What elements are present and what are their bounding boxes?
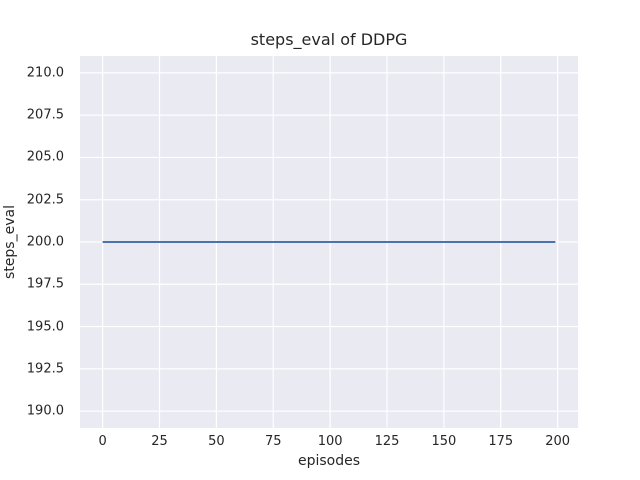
x-tick-label: 50 bbox=[208, 434, 225, 449]
x-tick-label: 0 bbox=[98, 434, 107, 449]
y-axis-label: steps_eval bbox=[2, 205, 18, 279]
y-tick-label: 210.0 bbox=[26, 65, 64, 81]
x-tick-label: 25 bbox=[151, 434, 168, 449]
x-tick-label: 175 bbox=[488, 434, 514, 449]
x-tick-label: 125 bbox=[374, 434, 400, 449]
y-tick-label: 202.5 bbox=[26, 192, 64, 208]
x-axis-ticks: 0 25 50 75 100 125 150 175 200 bbox=[80, 434, 578, 450]
x-axis-label: episodes bbox=[297, 453, 361, 469]
chart-title: steps_eval of DDPG bbox=[250, 30, 408, 49]
y-tick-label: 195.0 bbox=[26, 319, 64, 335]
y-tick-label: 192.5 bbox=[26, 361, 64, 377]
x-tick-label: 150 bbox=[431, 434, 457, 449]
y-tick-label: 200.0 bbox=[26, 234, 64, 250]
plot-area bbox=[80, 56, 578, 428]
x-tick-label: 75 bbox=[264, 434, 282, 449]
y-tick-label: 197.5 bbox=[26, 276, 64, 292]
x-tick-label: 100 bbox=[317, 434, 343, 449]
y-tick-label: 207.5 bbox=[26, 107, 64, 123]
y-tick-label: 205.0 bbox=[26, 149, 64, 165]
y-tick-label: 190.0 bbox=[26, 403, 64, 419]
x-tick-label: 200 bbox=[545, 434, 571, 449]
y-axis-ticks: 190.0 192.5 195.0 197.5 200.0 202.5 205.0 207.5… bbox=[0, 56, 72, 428]
plot-canvas bbox=[80, 56, 578, 428]
